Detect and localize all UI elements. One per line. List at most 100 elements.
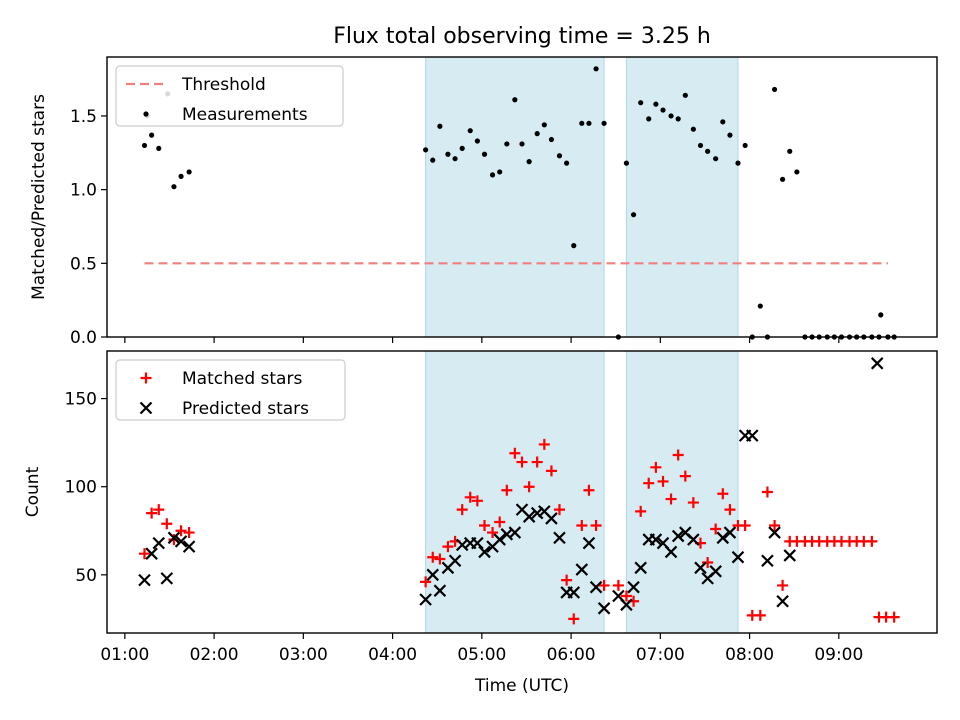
measurement-point [653, 101, 659, 107]
chart-title: Flux total observing time = 3.25 h [333, 24, 711, 49]
predicted-star-point [687, 533, 700, 546]
measurement-point [519, 141, 525, 147]
matched-star-point [479, 519, 491, 531]
matched-star-point [687, 497, 699, 509]
measurement-point [757, 303, 763, 309]
measurement-point [430, 157, 436, 163]
matched-star-point [420, 576, 432, 588]
matched-star-point [568, 613, 580, 625]
predicted-star-point [567, 586, 581, 599]
measurement-point [186, 169, 192, 175]
measurement-point [423, 147, 429, 153]
top-panel: 0.0 0.5 1.0 1.5 Matched/Predicted stars Thres… [29, 56, 938, 348]
matched-star-point [710, 523, 722, 535]
predicted-star-point [419, 593, 432, 606]
predicted-star-point [664, 545, 678, 559]
matched-star-point [672, 449, 684, 461]
matched-star-point [724, 504, 736, 516]
measurement-point [593, 66, 599, 72]
matched-star-point [717, 488, 729, 500]
matched-star-point [471, 495, 483, 507]
measurement-point [497, 169, 503, 175]
matched-star-point [516, 456, 528, 468]
x-tick-label: 06:00 [547, 645, 596, 665]
matched-star-point [494, 516, 506, 528]
x-tick-label: 09:00 [814, 645, 863, 665]
predicted-star-point [768, 526, 781, 539]
matched-star-point [442, 541, 454, 553]
predicted-star-point [776, 594, 789, 608]
predicted-star-point [530, 506, 544, 520]
measurement-point [571, 243, 577, 249]
matched-star-point [598, 579, 610, 591]
legend-label: Threshold [181, 75, 266, 95]
measurement-point [771, 86, 778, 93]
measurement-point [787, 148, 793, 154]
predicted-star-point [478, 545, 491, 559]
measurement-point [512, 97, 518, 103]
predicted-star-point [471, 536, 484, 550]
matched-star-point [583, 484, 595, 496]
predicted-star-point [433, 584, 447, 597]
predicted-star-point [152, 536, 166, 550]
measurement-point [171, 184, 177, 190]
measurement-point [534, 131, 540, 137]
predicted-star-point [426, 568, 440, 582]
matched-star-point [553, 504, 565, 516]
measurement-point [474, 138, 480, 144]
predicted-star-point [870, 357, 884, 370]
plot-frame [106, 56, 938, 338]
x-tick-label: 02:00 [190, 645, 239, 665]
measurement-point [156, 145, 162, 151]
predicted-star-point [589, 580, 603, 594]
x-tick-label: 03:00 [279, 645, 328, 665]
predicted-star-point [694, 561, 707, 575]
measurement-point [727, 132, 733, 138]
measurement-point [646, 116, 652, 122]
predicted-star-point [138, 573, 151, 587]
x-tick-label: 07:00 [636, 645, 685, 665]
measurement-point [564, 160, 570, 166]
predicted-star-point [634, 561, 647, 575]
x-tick-label: 04:00 [368, 645, 417, 665]
x-tick-label: 01:00 [100, 645, 149, 665]
predicted-star-point [575, 563, 589, 576]
measurement-point [586, 120, 592, 126]
matched-star-point [650, 461, 662, 473]
y-tick-label: 100 [65, 478, 97, 498]
matched-star-point [590, 519, 602, 531]
measurement-point [668, 113, 674, 119]
predicted-star-point [545, 512, 558, 525]
predicted-star-point [723, 526, 737, 539]
measurement-point [452, 156, 458, 162]
matched-star-point [464, 491, 476, 503]
x-tick-label: 08:00 [725, 645, 774, 665]
measurement-point [794, 169, 800, 175]
matched-star-point [665, 493, 677, 505]
matched-star-point [183, 527, 195, 539]
matched-star-point [612, 579, 624, 591]
shaded-interval-2 [625, 350, 739, 634]
predicted-star-point [620, 598, 633, 612]
matched-star-point [146, 507, 158, 519]
measurement-point [705, 148, 711, 154]
legend-predicted-swatch [139, 401, 153, 415]
x-axis-label: Time (UTC) [474, 676, 569, 696]
measurement-point [697, 142, 704, 149]
matched-star-point [777, 579, 789, 591]
matched-star-point [866, 535, 878, 547]
measurement-point [660, 107, 666, 113]
legend-box [115, 359, 346, 421]
y-axis-label: Count [23, 466, 43, 517]
measurement-point [437, 123, 443, 129]
measurement-point [690, 126, 696, 132]
measurement-point [713, 156, 719, 162]
matched-star-point [168, 534, 180, 546]
predicted-star-point [160, 572, 174, 585]
legend-label: Matched stars [182, 369, 302, 389]
legend-label: Predicted stars [182, 399, 309, 419]
matched-star-point [434, 553, 446, 565]
y-tick-label: 1.5 [70, 107, 97, 127]
predicted-star-point [145, 547, 158, 560]
